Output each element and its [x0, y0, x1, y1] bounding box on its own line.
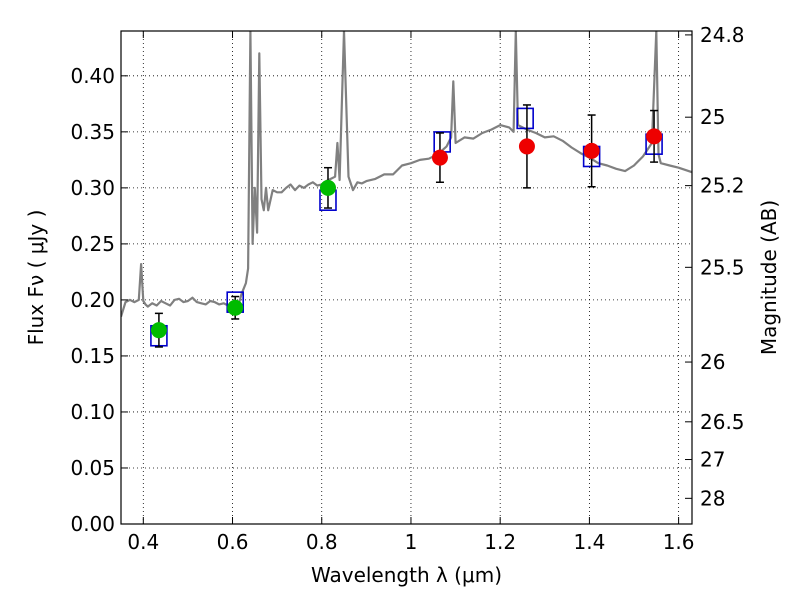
series-group — [121, 31, 692, 348]
right-axis-label: Magnitude (AB) — [757, 200, 781, 355]
y-tick-label: 0.15 — [70, 344, 115, 368]
right-tick-label: 28 — [700, 486, 725, 510]
data-point — [319, 179, 336, 196]
y-tick-label: 0.25 — [70, 232, 115, 256]
y-tick-label: 0.20 — [70, 288, 115, 312]
y-tick-label: 0.05 — [70, 456, 115, 480]
y-tick-label: 0.35 — [70, 120, 115, 144]
x-tick-label: 0.8 — [306, 530, 338, 554]
axes: 0.4 0.6 0.8 1 1.2 1.4 1.6 0.00 0.05 0.10 0.15 0.20 0… — [70, 23, 744, 554]
plot-frame — [120, 30, 693, 525]
x-tick-label: 0.4 — [127, 530, 159, 554]
y-tick-label: 0.00 — [70, 512, 115, 536]
right-tick-label: 27 — [700, 448, 725, 472]
x-axis-label: Wavelength λ (μm) — [311, 563, 502, 587]
x-tick-label: 1.6 — [663, 530, 695, 554]
x-tick-label: 1.2 — [484, 530, 516, 554]
right-tick-label: 26 — [700, 350, 725, 374]
grid — [121, 31, 692, 525]
right-tick-label: 25.2 — [700, 174, 745, 198]
plot-area — [121, 31, 692, 348]
model-photometry-square — [516, 107, 534, 130]
x-tick-label: 0.6 — [217, 530, 249, 554]
y-axis-label: Flux Fν ( μJy ) — [24, 210, 48, 346]
data-point — [518, 138, 535, 155]
y-tick-label: 0.10 — [70, 400, 115, 424]
data-point — [227, 299, 244, 316]
data-point — [150, 322, 167, 339]
data-point — [431, 149, 448, 166]
right-tick-label: 26.5 — [700, 410, 745, 434]
right-tick-label: 24.8 — [700, 23, 745, 47]
x-tick-label: 1 — [405, 530, 418, 554]
right-tick-label: 25 — [700, 105, 725, 129]
y-tick-label: 0.40 — [70, 64, 115, 88]
data-point — [646, 128, 663, 145]
data-point — [583, 142, 600, 159]
y-tick-label: 0.30 — [70, 176, 115, 200]
right-tick-label: 25.5 — [700, 255, 745, 279]
spectrum-line — [121, 31, 692, 318]
x-tick-label: 1.4 — [573, 530, 605, 554]
